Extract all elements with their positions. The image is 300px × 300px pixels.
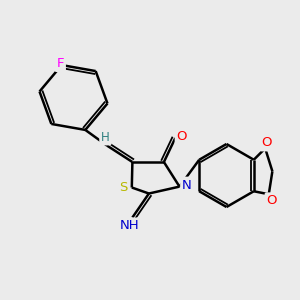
Text: NH: NH <box>120 219 139 232</box>
Text: F: F <box>56 57 64 70</box>
Text: O: O <box>177 130 187 143</box>
Text: H: H <box>101 130 110 144</box>
Text: S: S <box>119 181 128 194</box>
Text: N: N <box>182 178 192 192</box>
Text: O: O <box>261 136 272 149</box>
Text: O: O <box>266 194 277 207</box>
